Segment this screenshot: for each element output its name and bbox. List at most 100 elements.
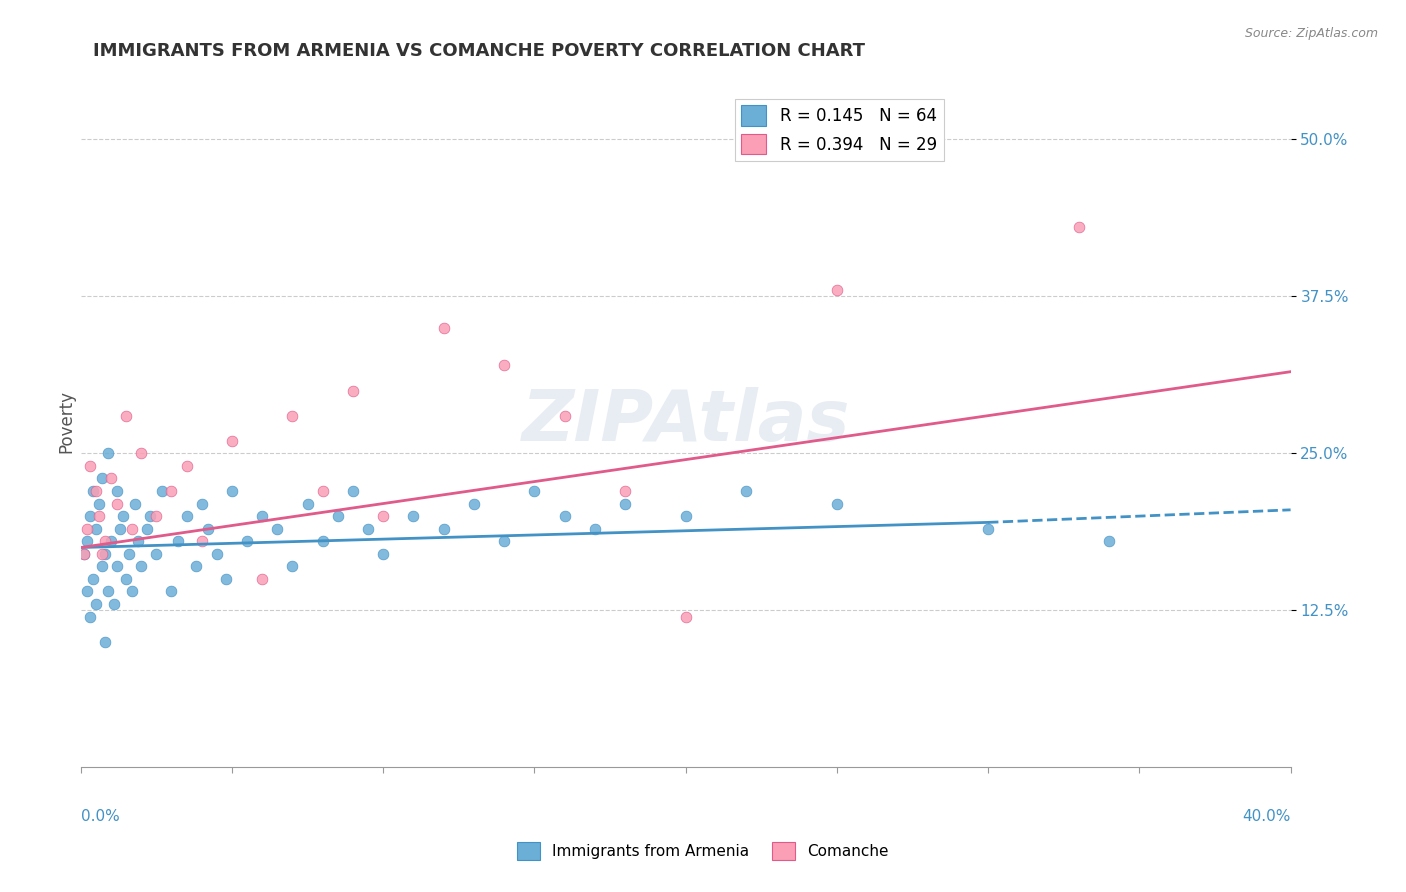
- Point: [73, 547, 96, 561]
- Point: [825, 497, 848, 511]
- Point: [76, 584, 98, 599]
- Point: [494, 534, 516, 549]
- Point: [76, 522, 98, 536]
- Point: [184, 559, 207, 574]
- Point: [94, 534, 117, 549]
- Point: [84, 483, 107, 498]
- Point: [977, 522, 1000, 536]
- Point: [190, 497, 212, 511]
- Point: [342, 384, 364, 398]
- Point: [82, 572, 104, 586]
- Point: [160, 483, 183, 498]
- Point: [82, 483, 104, 498]
- Point: [94, 547, 117, 561]
- Point: [554, 409, 576, 423]
- Point: [124, 497, 146, 511]
- Point: [463, 497, 485, 511]
- Point: [108, 522, 131, 536]
- Point: [197, 522, 219, 536]
- Point: [90, 471, 112, 485]
- Point: [221, 483, 243, 498]
- Text: 40.0%: 40.0%: [1243, 809, 1291, 823]
- Point: [121, 584, 143, 599]
- Point: [250, 509, 273, 524]
- Legend: Immigrants from Armenia, Comanche: Immigrants from Armenia, Comanche: [510, 836, 896, 866]
- Point: [402, 509, 425, 524]
- Point: [87, 497, 110, 511]
- Y-axis label: Poverty: Poverty: [58, 391, 75, 453]
- Point: [281, 409, 304, 423]
- Point: [326, 509, 349, 524]
- Point: [115, 572, 138, 586]
- Point: [433, 522, 456, 536]
- Point: [112, 509, 135, 524]
- Point: [250, 572, 273, 586]
- Point: [357, 522, 380, 536]
- Point: [297, 497, 319, 511]
- Point: [215, 572, 238, 586]
- Point: [614, 483, 637, 498]
- Point: [176, 509, 198, 524]
- Point: [152, 483, 174, 498]
- Point: [136, 522, 159, 536]
- Text: ZIPAtlas: ZIPAtlas: [522, 387, 849, 457]
- Point: [373, 547, 395, 561]
- Point: [90, 559, 112, 574]
- Point: [84, 522, 107, 536]
- Point: [145, 509, 167, 524]
- Point: [79, 509, 101, 524]
- Point: [160, 584, 183, 599]
- Point: [675, 509, 697, 524]
- Point: [100, 471, 122, 485]
- Legend: R = 0.145   N = 64, R = 0.394   N = 29: R = 0.145 N = 64, R = 0.394 N = 29: [735, 99, 943, 161]
- Point: [129, 446, 152, 460]
- Point: [129, 559, 152, 574]
- Point: [127, 534, 149, 549]
- Point: [87, 509, 110, 524]
- Point: [614, 497, 637, 511]
- Point: [97, 446, 120, 460]
- Point: [825, 283, 848, 297]
- Point: [97, 584, 120, 599]
- Point: [342, 483, 364, 498]
- Point: [221, 434, 243, 448]
- Point: [121, 522, 143, 536]
- Point: [433, 320, 456, 334]
- Point: [176, 458, 198, 473]
- Point: [205, 547, 228, 561]
- Point: [166, 534, 188, 549]
- Point: [554, 509, 576, 524]
- Point: [139, 509, 162, 524]
- Point: [236, 534, 259, 549]
- Point: [79, 458, 101, 473]
- Point: [84, 597, 107, 611]
- Point: [266, 522, 288, 536]
- Point: [105, 497, 128, 511]
- Point: [115, 409, 138, 423]
- Point: [90, 547, 112, 561]
- Point: [675, 609, 697, 624]
- Text: 0.0%: 0.0%: [80, 809, 120, 823]
- Point: [79, 609, 101, 624]
- Point: [583, 522, 606, 536]
- Point: [145, 547, 167, 561]
- Text: Source: ZipAtlas.com: Source: ZipAtlas.com: [1244, 27, 1378, 40]
- Point: [100, 534, 122, 549]
- Point: [103, 597, 125, 611]
- Point: [1067, 220, 1090, 235]
- Point: [190, 534, 212, 549]
- Point: [735, 483, 758, 498]
- Text: IMMIGRANTS FROM ARMENIA VS COMANCHE POVERTY CORRELATION CHART: IMMIGRANTS FROM ARMENIA VS COMANCHE POVE…: [93, 42, 865, 60]
- Point: [312, 483, 335, 498]
- Point: [94, 634, 117, 648]
- Point: [494, 359, 516, 373]
- Point: [1098, 534, 1121, 549]
- Point: [76, 534, 98, 549]
- Point: [118, 547, 141, 561]
- Point: [373, 509, 395, 524]
- Point: [105, 483, 128, 498]
- Point: [105, 559, 128, 574]
- Point: [73, 547, 96, 561]
- Point: [312, 534, 335, 549]
- Point: [523, 483, 546, 498]
